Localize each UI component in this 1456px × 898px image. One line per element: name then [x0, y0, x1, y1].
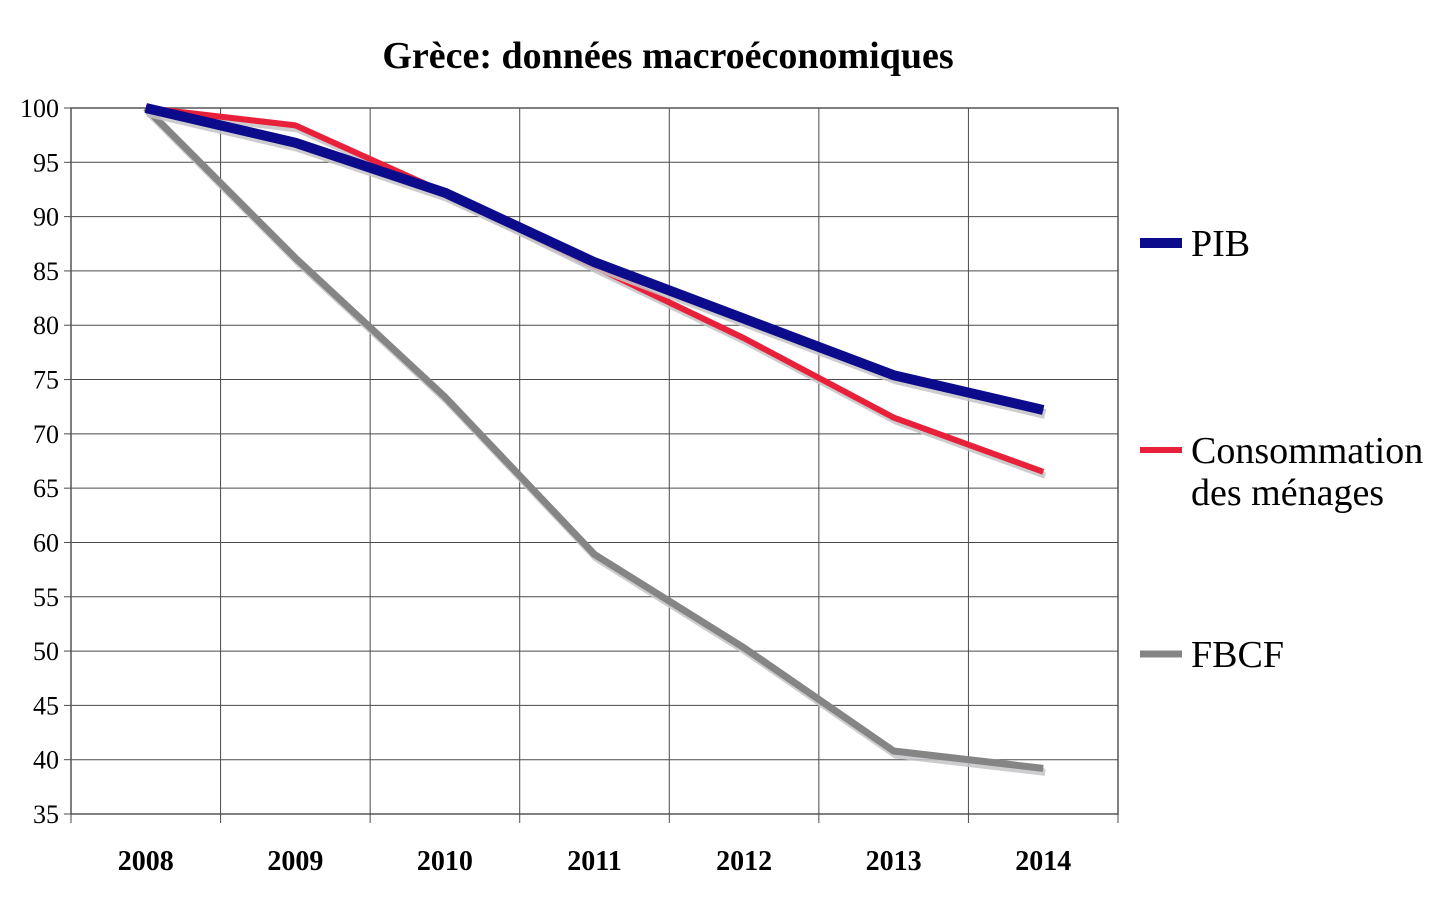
grid [71, 107, 1118, 815]
y-tick-label: 55 [33, 583, 59, 612]
y-tick-label: 90 [33, 203, 59, 232]
data-point [893, 374, 895, 376]
series-line-pib [144, 103, 1045, 415]
y-tick-label: 70 [33, 420, 59, 449]
data-point [594, 553, 595, 555]
data-point [594, 261, 595, 263]
series-lines [143, 103, 1047, 776]
y-tick-label: 50 [33, 637, 59, 666]
x-tick-label: 2013 [866, 846, 922, 877]
series-line-fbcf [143, 105, 1044, 772]
data-point [145, 107, 147, 109]
data-point [893, 750, 895, 752]
data-point [1042, 409, 1044, 411]
data-point [444, 192, 446, 194]
x-tick-label: 2014 [1015, 846, 1071, 877]
x-tick-label: 2011 [567, 846, 621, 877]
data-point [743, 318, 745, 320]
y-tick-label: 75 [33, 366, 59, 395]
y-tick-label: 95 [33, 148, 59, 177]
legend-label: FBCF [1191, 634, 1284, 676]
chart-title: Grèce: données macroéconomiques [382, 35, 953, 77]
data-point [743, 647, 745, 649]
y-tick-label: 100 [20, 94, 59, 123]
data-point [1042, 767, 1044, 769]
y-tick-label: 40 [33, 746, 59, 775]
y-tick-label: 35 [33, 800, 59, 829]
series-shadow-2 [145, 109, 1046, 776]
legend-label: PIB [1191, 223, 1250, 265]
y-tick-label: 85 [33, 257, 59, 286]
y-tick-label: 80 [33, 311, 59, 340]
axes: 100 95 90 85 80 75 70 65 60 55 50 45 40 35 2008 2009 201… [20, 94, 1119, 877]
plot-area-border [70, 107, 1119, 815]
data-point [893, 417, 895, 419]
legend-label: des ménages [1191, 472, 1384, 514]
x-tick-label: 2012 [716, 846, 772, 877]
y-tick-label: 60 [33, 528, 59, 557]
data-point [294, 142, 296, 144]
data-point [294, 124, 296, 126]
data-point [743, 337, 745, 339]
x-tick-label: 2010 [417, 846, 473, 877]
y-tick-label: 65 [33, 474, 59, 503]
x-tick-label: 2009 [267, 846, 323, 877]
data-point [294, 257, 296, 259]
data-point [444, 396, 446, 398]
legend-label: Consommation [1191, 430, 1423, 472]
y-tick-label: 45 [33, 691, 59, 720]
data-point [1042, 471, 1044, 473]
x-tick-label: 2008 [118, 846, 174, 877]
